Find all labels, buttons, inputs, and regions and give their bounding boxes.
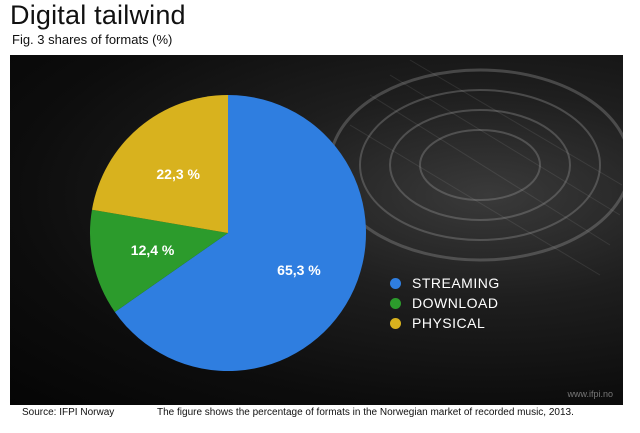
legend-item-physical: PHYSICAL [390,313,500,333]
legend-swatch-streaming [390,277,401,289]
legend-swatch-physical [390,317,401,329]
legend-item-streaming: STREAMING [390,273,500,293]
chart-legend: STREAMING DOWNLOAD PHYSICAL [390,273,500,333]
pie-slice-physical [91,94,228,233]
legend-swatch-download [390,297,401,309]
pie-slice-streaming [114,95,366,371]
legend-label-download: DOWNLOAD [412,295,499,311]
source-note: Source: IFPI Norway [22,407,115,418]
pie-chart: 65,3 % 12,4 % 22,3 % [90,94,366,371]
page-title: Digital tailwind [10,0,186,30]
legend-label-physical: PHYSICAL [412,315,486,331]
pie-label-download: 12,4 % [131,242,175,258]
site-credit: www.ifpi.no [567,389,613,399]
figure-subtitle: Fig. 3 shares of formats (%) [12,32,173,47]
pie-slice-download [90,209,229,312]
legend-label-streaming: STREAMING [412,275,500,291]
chart-panel: 65,3 % 12,4 % 22,3 % STREAMING DOWNLOAD PHYS… [10,55,623,405]
pie-label-streaming: 65,3 % [277,262,321,278]
figure-caption: The figure shows the percentage of forma… [157,407,574,418]
pie-label-physical: 22,3 % [156,166,200,182]
legend-item-download: DOWNLOAD [390,293,500,313]
